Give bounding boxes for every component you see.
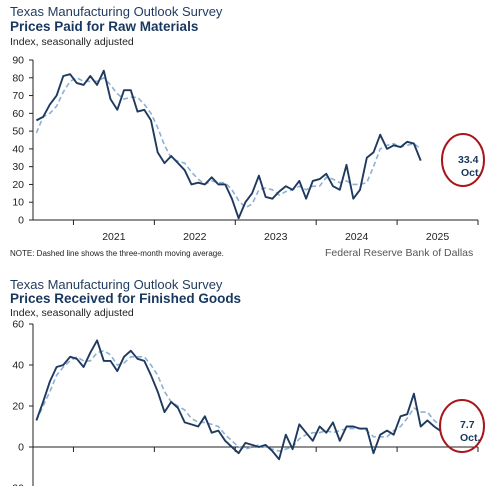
y-tick-label: 20	[12, 401, 24, 413]
y-tick-label: 10	[12, 197, 24, 209]
chart-source: Federal Reserve Bank of Dallas	[325, 247, 474, 259]
x-tick-label: 2021	[102, 231, 126, 243]
y-tick-label: 70	[12, 90, 24, 102]
chart-note: NOTE: Dashed line shows the three-month …	[10, 249, 224, 258]
y-tick-label: 40	[12, 143, 24, 155]
y-tick-label: 40	[12, 360, 24, 372]
x-tick-label: 2025	[426, 231, 450, 243]
highlight-circle	[441, 133, 485, 187]
callout-value: 7.7	[460, 419, 475, 431]
series-line-moving-average	[35, 76, 422, 209]
chart-title: Prices Paid for Raw Materials	[10, 19, 199, 34]
x-tick-label: 2024	[345, 231, 369, 243]
series-line-index	[35, 339, 442, 461]
chart-panel-raw-materials: Texas Manufacturing Outlook Survey Price…	[10, 4, 485, 259]
y-tick-label: 80	[12, 72, 24, 84]
y-tick-label: 50	[12, 126, 24, 138]
callout-value: 33.4	[458, 154, 479, 166]
series-line-index	[35, 69, 422, 220]
chart-title: Prices Received for Finished Goods	[10, 291, 242, 306]
callout-month: Oct.	[460, 432, 481, 444]
survey-name: Texas Manufacturing Outlook Survey	[10, 4, 223, 19]
y-tick-label: 60	[12, 108, 24, 120]
survey-name: Texas Manufacturing Outlook Survey	[10, 277, 223, 292]
y-tick-label: 0	[18, 442, 24, 454]
x-tick-label: 2023	[264, 231, 288, 243]
axis-unit-label: Index, seasonally adjusted	[10, 307, 134, 319]
chart-panel-finished-goods: Texas Manufacturing Outlook Survey Price…	[0, 268, 500, 486]
y-tick-label: 20	[12, 179, 24, 191]
y-tick-label: 90	[12, 55, 24, 67]
y-tick-label: 0	[18, 215, 24, 227]
x-tick-label: 2022	[183, 231, 207, 243]
axis-unit-label: Index, seasonally adjusted	[10, 36, 134, 48]
series-line-moving-average	[35, 349, 442, 452]
y-tick-label: -20	[9, 483, 24, 486]
y-tick-label: 60	[12, 319, 24, 331]
chart-raw-materials: 0 10 20 30 40 50 60 70 80 90 2021 2022 2023 2024 2025 3…	[12, 55, 485, 243]
callout-month: Oct.	[461, 167, 482, 179]
highlight-circle	[439, 399, 485, 453]
y-tick-label: 30	[12, 161, 24, 173]
